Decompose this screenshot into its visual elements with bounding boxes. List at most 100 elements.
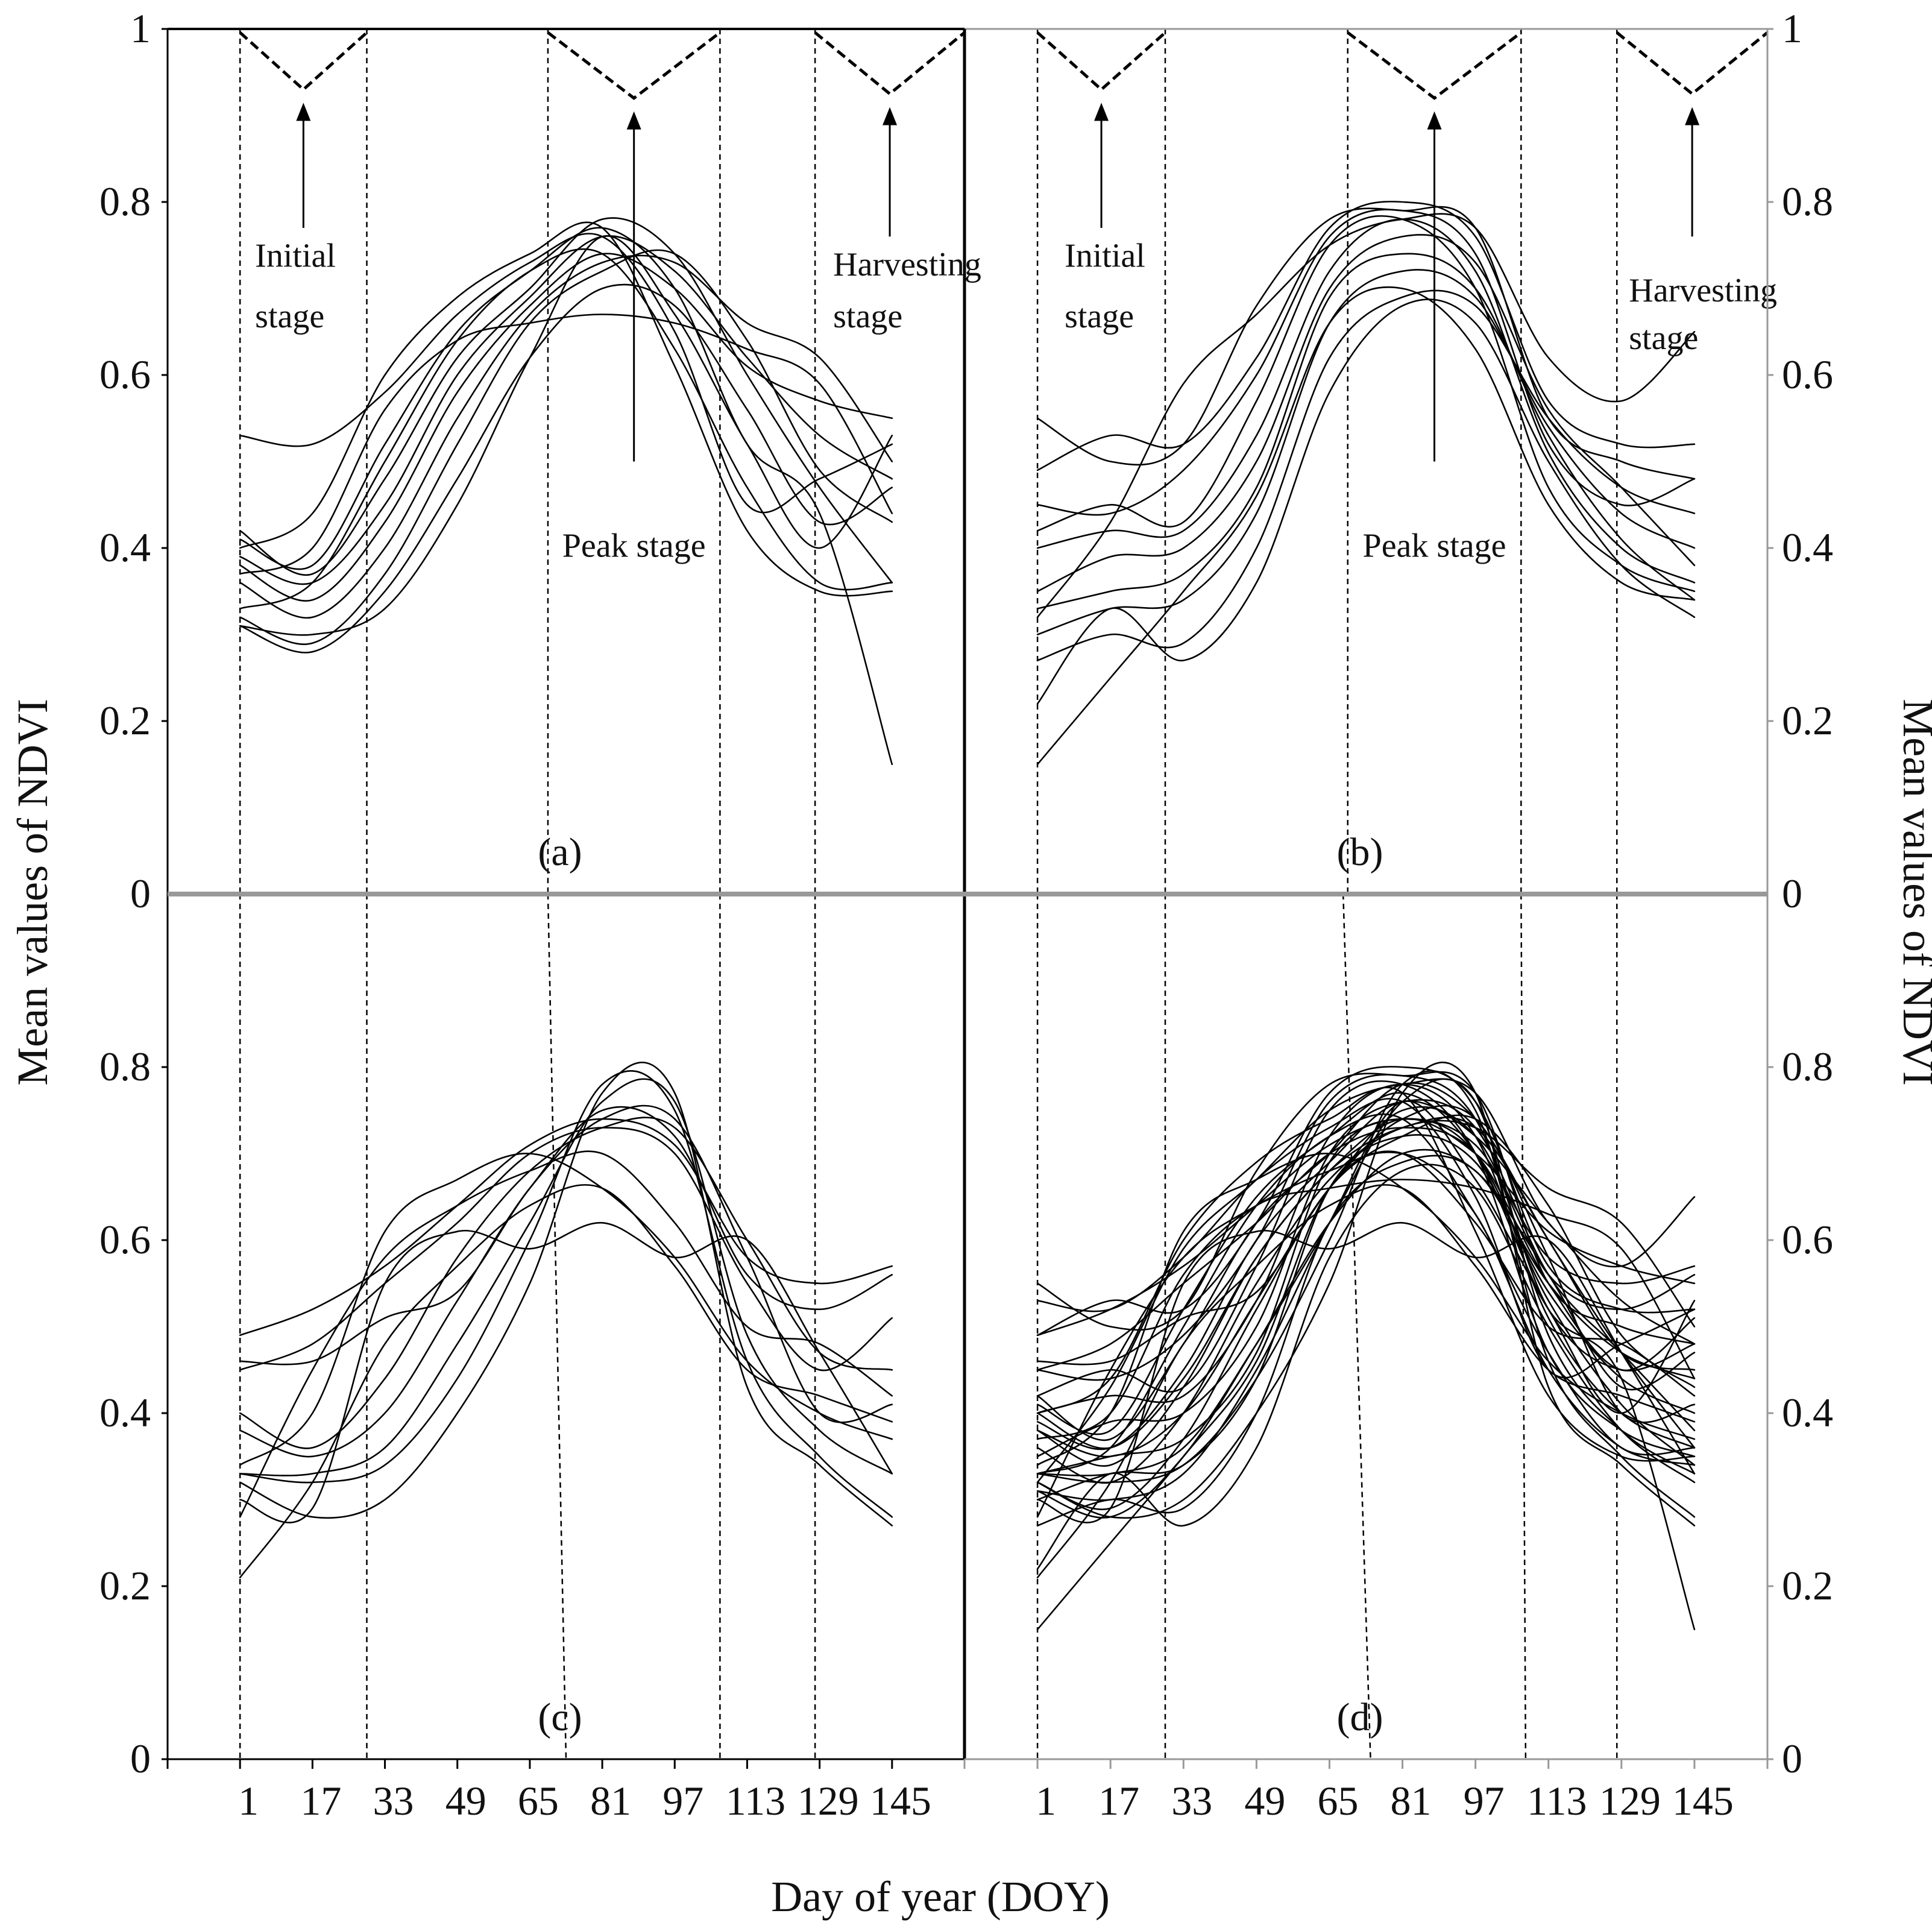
stage-arrow-head: [883, 107, 898, 125]
initial-stage-label: Initial: [1065, 238, 1145, 275]
y-tick-label-left: 0.2: [99, 698, 151, 743]
y-tick-label-left: 0.2: [99, 1563, 151, 1608]
ndvi-series-line: [1036, 1104, 1696, 1458]
stage-arrow-head: [1094, 102, 1109, 121]
ndvi-series-line: [1036, 1080, 1696, 1458]
stage-boundary-line: [1342, 893, 1371, 1760]
ndvi-series-line: [1036, 289, 1696, 661]
x-tick-label-left: 129: [798, 1778, 859, 1824]
x-tick-label-left: 17: [300, 1778, 341, 1824]
stage-arrow-head: [1427, 111, 1442, 130]
x-tick-label-left: 81: [590, 1778, 631, 1824]
ndvi-series-line: [1036, 298, 1696, 705]
harvest-stage-label: stage: [1629, 320, 1698, 357]
y-tick-label-right: 0.8: [1782, 178, 1833, 224]
ndvi-series-line: [1036, 1100, 1696, 1451]
ndvi-series-line: [239, 248, 893, 610]
harvest-stage-label: Harvesting: [833, 246, 981, 283]
ndvi-series-line: [1036, 1134, 1696, 1501]
y-tick-label-left: 0.8: [99, 178, 151, 224]
ndvi-series-line: [1036, 206, 1696, 480]
ndvi-series-line: [1036, 1078, 1696, 1484]
initial-stage-label: stage: [1065, 298, 1134, 335]
ndvi-series-line: [239, 283, 893, 654]
x-tick-label-left: 65: [518, 1778, 559, 1824]
ndvi-series-line: [1036, 1117, 1696, 1449]
y-tick-label-right: 0.2: [1782, 698, 1833, 743]
ndvi-series-line: [239, 1221, 893, 1523]
frame-layer: [166, 28, 1769, 1760]
x-tick-label-right: 81: [1391, 1778, 1432, 1824]
ndvi-series-line: [239, 1070, 893, 1518]
x-tick-label-right: 17: [1098, 1778, 1139, 1824]
panel-a: (a) Initial stage Peak stage Harvesting stage: [239, 29, 981, 894]
x-tick-label-right: 129: [1599, 1778, 1661, 1824]
ndvi-series-line: [239, 1078, 893, 1476]
y-tick-label-left: 0: [130, 871, 151, 916]
stage-arrow-head: [626, 111, 641, 130]
ndvi-series-line: [1036, 234, 1696, 593]
ndvi-series-line: [239, 217, 893, 584]
y-tick-label-left: 0.4: [99, 524, 151, 570]
y-tick-label-right: 0.4: [1782, 1390, 1833, 1435]
ndvi-series-line: [1036, 1066, 1696, 1337]
y-tick-label-right: 0.8: [1782, 1044, 1833, 1089]
ndvi-series-line: [239, 1117, 893, 1449]
ndvi-series-line: [1036, 218, 1696, 584]
ndvi-series-line: [239, 254, 893, 619]
ndvi-series-line: [1036, 215, 1696, 593]
initial-stage-label: stage: [255, 298, 324, 335]
y-tick-label-left: 0.6: [99, 1217, 151, 1262]
x-tick-label-left: 1: [238, 1778, 259, 1824]
y-axis-title-right: Mean values of NDVI: [1894, 699, 1932, 1086]
ndvi-series-line: [239, 1153, 893, 1466]
ndvi-series-line: [239, 1127, 893, 1372]
ndvi-series-line: [1036, 1114, 1696, 1510]
ndvi-series-line: [1036, 253, 1696, 610]
y-tick-label-right: 0.4: [1782, 524, 1833, 570]
panel-d: (d): [1036, 893, 1769, 1760]
ticks-layer: 0.2 0.2 0.4 0.4 0.6 0.6 0.8 0.8 1 1 0 0 0.2 0.2 0.4 0.4…: [99, 5, 1833, 1824]
stage-window-marker: [1036, 31, 1166, 92]
y-tick-label-right: 0.2: [1782, 1563, 1833, 1608]
peak-stage-label: Peak stage: [562, 527, 706, 564]
ndvi-series-line: [1036, 1099, 1696, 1458]
ndvi-series-line: [239, 235, 893, 585]
x-tick-label-right: 49: [1244, 1778, 1285, 1824]
ndvi-series-line: [239, 1184, 893, 1578]
panel-b: (b) Initial stage Peak stage Harvesting stage: [1036, 29, 1777, 894]
y-axis-title-left: Mean values of NDVI: [8, 699, 57, 1086]
y-tick-label-left: 0.8: [99, 1044, 151, 1089]
ndvi-series-line: [1036, 286, 1696, 766]
ndvi-series-line: [239, 1061, 893, 1526]
y-tick-label-right: 0.6: [1782, 1217, 1833, 1262]
x-tick-label-right: 145: [1672, 1778, 1734, 1824]
ndvi-series-line: [1036, 1078, 1696, 1476]
x-axis-title: Day of year (DOY): [771, 1873, 1110, 1921]
ndvi-series-line: [239, 227, 893, 766]
x-tick-label-left: 97: [662, 1778, 703, 1824]
ndvi-series-line: [1036, 1127, 1696, 1372]
ndvi-series-line: [1036, 1071, 1696, 1345]
ndvi-series-line: [1036, 1184, 1696, 1578]
y-tick-label-left: 0: [130, 1736, 151, 1781]
x-tick-label-left: 145: [870, 1778, 931, 1824]
ndvi-series-line: [1036, 1083, 1696, 1449]
peak-stage-label: Peak stage: [1363, 527, 1506, 564]
x-tick-label-right: 65: [1317, 1778, 1358, 1824]
initial-stage-label: Initial: [255, 238, 336, 275]
x-tick-label-right: 33: [1171, 1778, 1212, 1824]
x-tick-label-right: 113: [1527, 1778, 1587, 1824]
ndvi-series-line: [1036, 1150, 1696, 1518]
ndvi-series-line: [1036, 269, 1696, 635]
stage-window-marker: [814, 31, 966, 96]
ndvi-series-line: [1036, 209, 1696, 516]
stage-arrow-head: [1685, 107, 1700, 125]
ndvi-series-line: [1036, 1074, 1696, 1381]
panels-layer: (a) Initial stage Peak stage Harvesting stage…: [239, 29, 1777, 1760]
ndvi-series-line: [1036, 201, 1696, 471]
y-tick-label-right: 1: [1782, 5, 1802, 51]
stage-window-marker: [1616, 31, 1769, 96]
ndvi-series-line: [1036, 1098, 1696, 1379]
